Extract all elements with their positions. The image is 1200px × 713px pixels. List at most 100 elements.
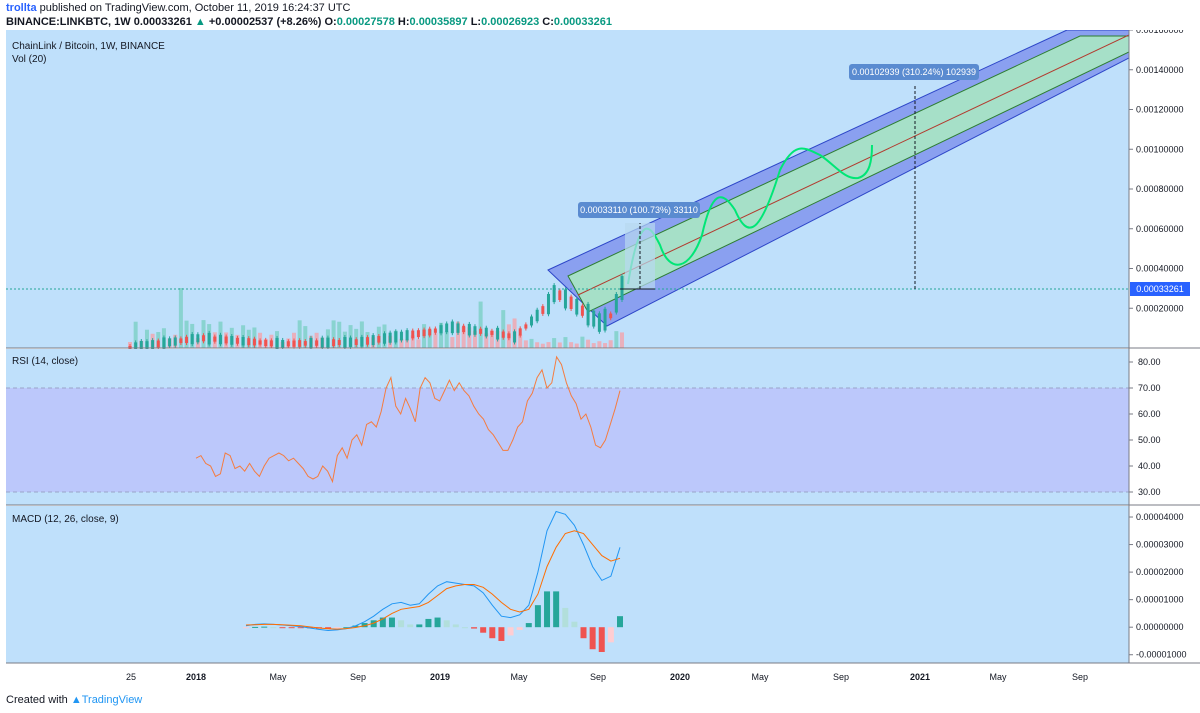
price-tick-label: 0.00020000 <box>1136 303 1184 313</box>
volume-bar <box>184 320 189 348</box>
current-price-badge <box>1130 282 1190 296</box>
volume-bar <box>461 327 466 348</box>
time-tick-label: May <box>751 672 769 682</box>
candle-body <box>394 331 398 343</box>
candle-body <box>326 337 330 349</box>
macd-histogram-bar <box>452 624 459 628</box>
candle-body <box>614 293 618 313</box>
tradingview-brand-link[interactable]: TradingView <box>81 694 143 706</box>
price-tick-label: 0.00060000 <box>1136 224 1184 234</box>
volume-bar <box>144 329 149 348</box>
candle-body <box>496 327 500 340</box>
channel-inner-band[interactable] <box>567 35 1129 313</box>
volume-bar <box>608 340 613 348</box>
candle-body <box>241 337 245 346</box>
macd-histogram-bar <box>297 627 304 629</box>
macd-panel[interactable]: MACD (12, 26, close, 9) <box>6 506 1129 663</box>
wave-projection-path[interactable] <box>627 144 873 285</box>
candle-body <box>456 323 460 333</box>
candle-body <box>173 337 177 346</box>
volume-bar <box>178 288 183 348</box>
macd-histogram-bar <box>489 627 496 639</box>
volume-bar <box>574 343 579 348</box>
macd-histogram-bar <box>480 627 487 633</box>
candle-body <box>388 332 392 343</box>
candle-body <box>382 333 386 344</box>
symbol-ohlc-line: BINANCE:LINKBTC, 1W 0.00033261 ▲ +0.0000… <box>6 16 612 29</box>
macd-title[interactable]: MACD (12, 26, close, 9) <box>12 514 119 525</box>
macd-histogram-bar <box>243 627 249 629</box>
time-tick-labels: 25 2018 May Sep 2019 May Sep 2020 May Sep 2021 May S… <box>126 672 1088 682</box>
volume-bar <box>591 343 596 348</box>
rsi-tick-label: 50.00 <box>1138 435 1161 445</box>
candle-body <box>580 305 584 316</box>
candle-body <box>428 328 432 336</box>
macd-histogram-bar <box>443 620 450 628</box>
macd-line[interactable] <box>245 510 621 632</box>
volume-bar <box>439 322 444 348</box>
macd-histogram-bar <box>544 591 551 628</box>
publish-header: trollta published on TradingView.com, Oc… <box>0 0 1200 30</box>
macd-histogram-bar <box>334 627 341 629</box>
candle-body <box>569 296 573 309</box>
candle-body <box>513 331 517 343</box>
macd-histogram-bar <box>525 623 532 628</box>
volume-bar <box>614 331 619 348</box>
candle-body <box>196 334 200 343</box>
macd-histogram-bar <box>407 624 414 628</box>
candle-body <box>552 285 556 303</box>
candle-body <box>354 339 358 345</box>
rsi-axis[interactable]: 80.00 70.00 60.00 50.00 40.00 30.00 <box>1129 349 1200 505</box>
candle-body <box>377 335 381 343</box>
rsi-tick-label: 70.00 <box>1138 383 1161 393</box>
main-panel-bg <box>6 30 1129 348</box>
candle-body <box>247 338 251 346</box>
high-label: H: <box>397 16 410 28</box>
macd-axis[interactable]: 0.00004000 0.00003000 0.00002000 0.00001000… <box>1129 506 1200 663</box>
macd-histogram-bar <box>279 627 286 629</box>
created-with: Created with ▲TradingView <box>6 694 142 706</box>
candle-body <box>134 342 138 353</box>
main-panel-title[interactable]: ChainLink / Bitcoin, 1W, BINANCE <box>12 41 165 52</box>
volume-bar <box>331 320 336 348</box>
volume-bar <box>523 340 528 348</box>
candle-body <box>264 339 268 346</box>
main-price-panel[interactable]: 0.00033110 (100.73%) 33110 0.00102939 (3… <box>6 30 1129 355</box>
macd-axis-bg <box>1129 506 1200 663</box>
current-price-label: 0.00033261 <box>1136 284 1184 294</box>
candle-body <box>524 324 528 329</box>
macd-histogram-bar <box>270 627 277 629</box>
macd-tick-label: 0.00003000 <box>1136 540 1184 550</box>
time-axis[interactable]: 25 2018 May Sep 2019 May Sep 2020 May Sep 2021 May S… <box>6 662 1200 688</box>
volume-bar <box>540 343 545 348</box>
macd-histogram-bar <box>425 618 432 628</box>
candle-body <box>213 336 217 342</box>
price-tick-label: 0.00140000 <box>1136 65 1184 75</box>
price-axis[interactable]: 0.00160000 0.00140000 0.00120000 0.00100000… <box>1129 30 1200 348</box>
signal-line[interactable] <box>245 530 621 630</box>
volume-label[interactable]: Vol (20) <box>12 54 46 65</box>
macd-histogram-bar <box>361 623 368 628</box>
time-tick-label: Sep <box>1072 672 1088 682</box>
volume-bar <box>472 330 477 348</box>
chart-canvas[interactable]: 0.00033110 (100.73%) 33110 0.00102939 (3… <box>0 30 1200 688</box>
volume-bar <box>597 341 602 348</box>
candle-body <box>252 338 256 346</box>
candle-body <box>422 329 426 337</box>
rsi-title[interactable]: RSI (14, close) <box>12 356 78 367</box>
candle-body <box>597 313 601 332</box>
channel-median-line[interactable] <box>577 34 1129 296</box>
candle-body <box>281 339 285 348</box>
rsi-panel[interactable]: RSI (14, close) <box>6 349 1129 505</box>
time-tick-label: 2019 <box>430 672 450 682</box>
macd-histogram-bar <box>461 627 468 629</box>
candle-body <box>269 340 273 347</box>
candle-body <box>473 326 477 335</box>
volume-bar <box>478 301 483 348</box>
rsi-line[interactable] <box>195 355 621 484</box>
macd-histogram-bar <box>562 607 569 628</box>
author-link[interactable]: trollta <box>6 2 37 14</box>
interval-label: 1W <box>114 16 131 28</box>
candle-body <box>168 338 172 347</box>
volume-bar <box>416 339 421 348</box>
